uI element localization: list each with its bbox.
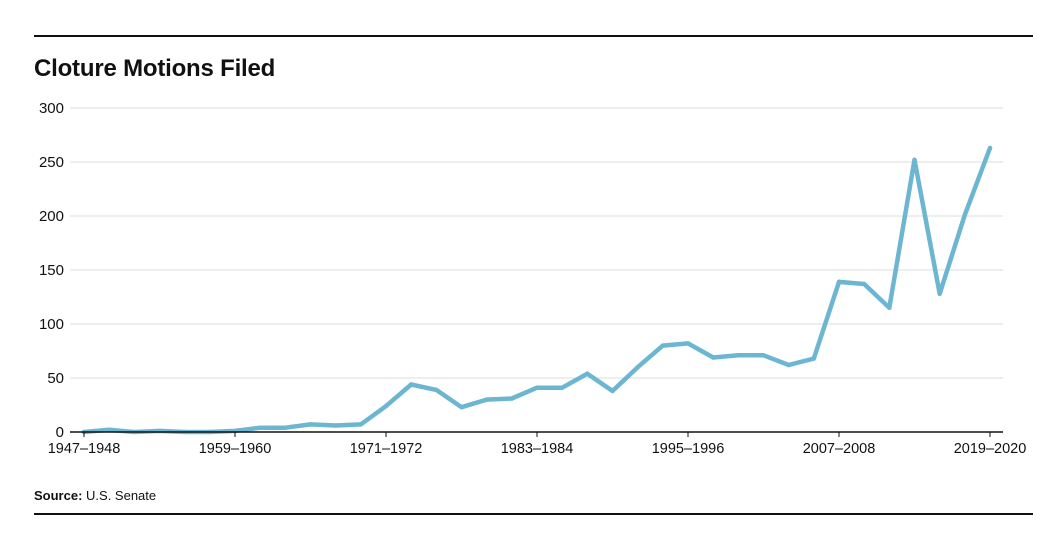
- data-point: [283, 425, 288, 430]
- data-point: [559, 385, 565, 390]
- data-point: [987, 145, 993, 151]
- data-point: [736, 353, 741, 358]
- x-tick-label: 1995–1996: [652, 441, 725, 457]
- y-tick-label: 250: [39, 154, 64, 171]
- data-point: [861, 281, 867, 287]
- data-point: [836, 279, 842, 285]
- data-point: [710, 355, 716, 360]
- data-point: [660, 343, 666, 348]
- data-point: [635, 365, 640, 370]
- data-point: [358, 422, 364, 427]
- y-tick-label: 300: [39, 100, 64, 117]
- data-point: [308, 422, 313, 427]
- data-point: [962, 212, 968, 218]
- x-tick-label: 2007–2008: [803, 441, 876, 457]
- grid-lines: [70, 107, 1003, 379]
- x-axis-labels: 1947–1948 1959–1960 1971–1972 1983–1984 1995…: [48, 441, 1027, 457]
- x-tick-label: 1959–1960: [199, 441, 272, 457]
- data-point: [534, 385, 540, 390]
- data-point: [610, 388, 615, 394]
- data-point: [106, 427, 112, 433]
- x-tick-label: 1983–1984: [501, 441, 574, 457]
- data-point: [459, 404, 464, 410]
- data-point: [408, 382, 414, 387]
- y-tick-label: 200: [39, 208, 64, 225]
- data-point: [685, 341, 691, 346]
- axis-layer: [70, 431, 1003, 437]
- data-point: [257, 425, 263, 430]
- y-tick-label: 150: [39, 262, 64, 279]
- y-axis-labels: 0 50 100 150 200 250 300: [39, 100, 64, 441]
- data-point: [383, 403, 389, 409]
- data-point: [761, 353, 766, 358]
- source-text: U.S. Senate: [86, 488, 157, 503]
- x-tick-label: 1971–1972: [350, 441, 423, 457]
- bottom-rule: [34, 513, 1033, 515]
- data-point: [509, 396, 515, 401]
- y-tick-label: 100: [39, 316, 64, 333]
- y-tick-label: 0: [56, 424, 64, 441]
- data-point: [912, 157, 917, 163]
- x-tick-label: 1947–1948: [48, 441, 121, 457]
- data-point: [434, 387, 439, 393]
- x-tick-label: 2019–2020: [954, 441, 1027, 457]
- source-label: Source:: [34, 488, 83, 503]
- data-point: [585, 371, 590, 376]
- series-layer: [81, 145, 993, 435]
- top-rule: [34, 35, 1033, 37]
- data-point: [887, 305, 892, 310]
- y-tick-label: 50: [47, 370, 64, 387]
- data-point: [786, 362, 791, 368]
- data-point: [484, 397, 489, 402]
- data-point: [937, 291, 942, 296]
- source-note: Source: U.S. Senate: [34, 488, 156, 503]
- chart-title: Cloture Motions Filed: [34, 55, 276, 82]
- data-point: [333, 423, 338, 428]
- data-point: [811, 356, 817, 361]
